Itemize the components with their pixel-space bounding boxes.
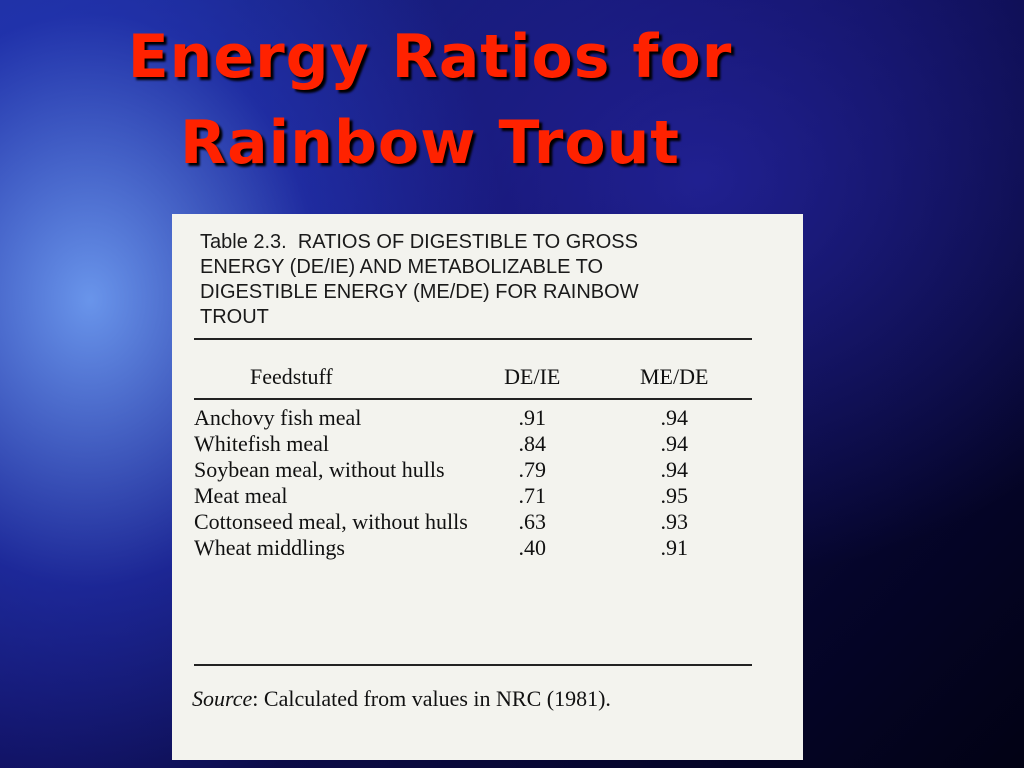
rule — [194, 664, 752, 666]
cell-feedstuff: Anchovy fish meal — [194, 405, 362, 430]
table-row: Wheat middlings .40 .91 — [194, 534, 752, 560]
table-row: Whitefish meal .84 .94 — [194, 430, 752, 456]
slide-title: Energy Ratios for Rainbow Trout — [127, 22, 733, 178]
source-note: Source: Calculated from values in NRC (1… — [192, 686, 611, 712]
column-header: Feedstuff — [250, 364, 333, 389]
cell-feedstuff: Cottonseed meal, without hulls — [194, 509, 468, 534]
cell-value: .94 — [660, 405, 688, 430]
source-label: Source — [192, 686, 253, 711]
table-row: Anchovy fish meal .91 .94 — [194, 404, 752, 430]
table-caption: Table 2.3. RATIOS OF DIGESTIBLE TO GROSS… — [200, 230, 700, 330]
cell-feedstuff: Meat meal — [194, 483, 288, 508]
cell-value: .91 — [660, 535, 688, 560]
caption-label: Table 2.3. — [200, 231, 287, 253]
cell-value: .94 — [660, 431, 688, 456]
rule — [194, 398, 752, 400]
cell-value: .79 — [518, 457, 546, 482]
cell-value: .63 — [518, 509, 546, 534]
cell-value: .40 — [518, 535, 546, 560]
cell-feedstuff: Wheat middlings — [194, 535, 345, 560]
cell-value: .93 — [660, 509, 688, 534]
caption-text: RATIOS OF DIGESTIBLE TO GROSS ENERGY (DE… — [200, 231, 639, 328]
column-header: DE/IE — [504, 364, 561, 389]
cell-feedstuff: Whitefish meal — [194, 431, 330, 456]
header-row: Feedstuff DE/IE ME/DE — [194, 350, 752, 404]
table-image: Table 2.3. RATIOS OF DIGESTIBLE TO GROSS… — [172, 214, 803, 760]
table-row: Meat meal .71 .95 — [194, 482, 752, 508]
cell-value: .84 — [518, 431, 546, 456]
table-body: Anchovy fish meal .91 .94 Whitefish meal .84… — [194, 404, 752, 560]
cell-value: .94 — [660, 457, 688, 482]
rule — [194, 338, 752, 340]
source-text: : Calculated from values in NRC (1981). — [252, 686, 611, 711]
cell-value: .71 — [518, 483, 546, 508]
table: Feedstuff DE/IE ME/DE Anchovy fish meal .91… — [194, 350, 752, 560]
cell-value: .95 — [660, 483, 688, 508]
table-row: Soybean meal, without hulls .79 .94 — [194, 456, 752, 482]
column-header: ME/DE — [640, 364, 709, 389]
cell-value: .91 — [518, 405, 546, 430]
cell-feedstuff: Soybean meal, without hulls — [194, 457, 445, 482]
table-row: Cottonseed meal, without hulls .63 .93 — [194, 508, 752, 534]
